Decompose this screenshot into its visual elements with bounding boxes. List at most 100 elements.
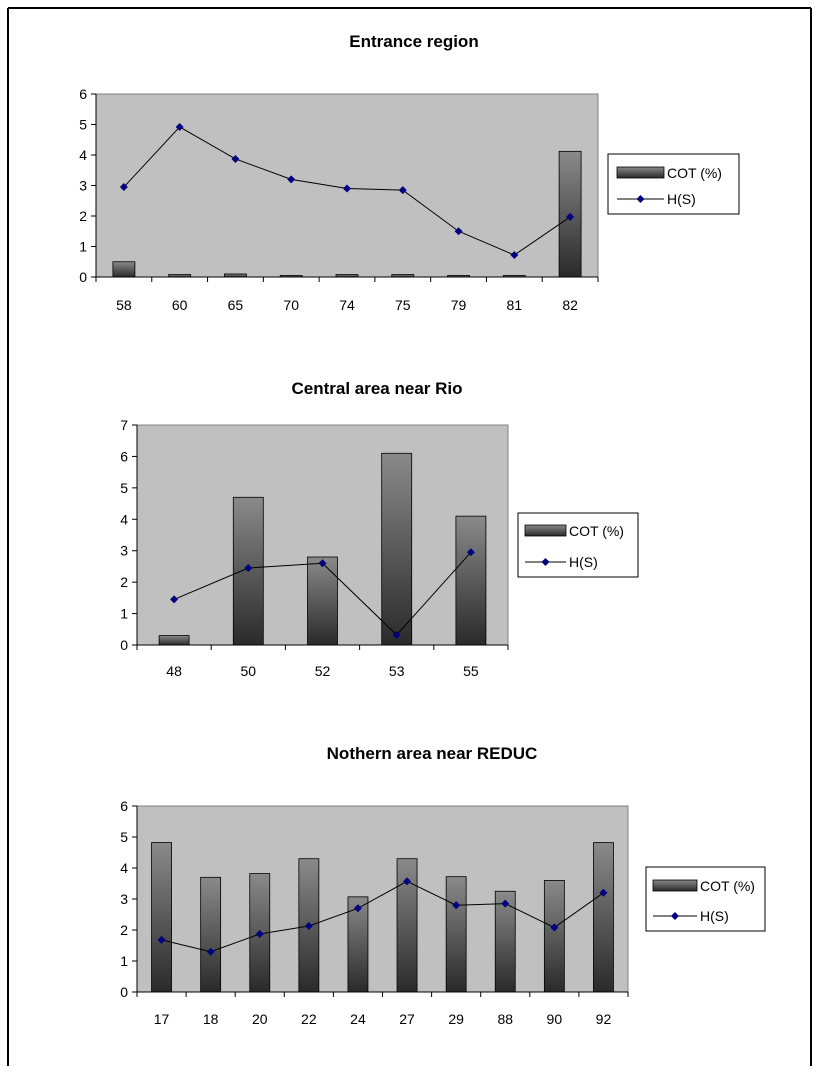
bar xyxy=(200,876,222,993)
line-marker xyxy=(170,595,179,604)
y-tick-label: 6 xyxy=(120,798,128,814)
line-marker xyxy=(206,947,215,956)
line-marker xyxy=(304,921,313,930)
x-tick-label: 22 xyxy=(301,1011,317,1027)
y-tick-label: 2 xyxy=(79,208,87,224)
bar xyxy=(307,556,338,646)
line-marker xyxy=(599,888,608,897)
y-tick-label: 2 xyxy=(120,922,128,938)
legend-swatch-marker xyxy=(541,558,550,566)
x-tick-label: 70 xyxy=(283,297,299,313)
line-marker xyxy=(510,251,519,260)
y-tick-label: 4 xyxy=(79,147,87,163)
y-tick-label: 5 xyxy=(79,117,87,133)
chart-plot-area: 0 1 2 3 4 5 6 17 18 20 22 24 27 29 88 90 92 xyxy=(120,798,629,1027)
bar xyxy=(112,261,136,278)
x-tick-label: 58 xyxy=(116,297,132,313)
y-tick-label: 4 xyxy=(120,860,128,876)
legend-swatch-bar xyxy=(652,879,698,892)
y-tick-label: 3 xyxy=(79,178,87,194)
legend-swatch-bar xyxy=(524,524,567,537)
x-tick-label: 74 xyxy=(339,297,355,313)
legend-swatch-marker xyxy=(636,195,645,203)
bar xyxy=(381,452,413,646)
x-tick-label: 90 xyxy=(547,1011,563,1027)
legend-label-cot: COT (%) xyxy=(667,165,722,181)
legend-swatch-marker xyxy=(671,912,679,920)
x-tick-label: 18 xyxy=(203,1011,219,1027)
x-tick-label: 24 xyxy=(350,1011,366,1027)
x-tick-label: 48 xyxy=(166,663,182,679)
line-marker xyxy=(566,212,575,221)
line-marker xyxy=(398,186,407,195)
x-tick-label: 17 xyxy=(154,1011,170,1027)
line-marker xyxy=(175,122,184,131)
x-tick-label: 82 xyxy=(562,297,578,313)
bar xyxy=(445,876,467,993)
line-marker xyxy=(231,154,240,163)
y-tick-label: 1 xyxy=(79,239,87,255)
bar xyxy=(593,842,614,993)
bar xyxy=(543,880,565,993)
x-tick-label: 79 xyxy=(451,297,467,313)
x-tick-label: 50 xyxy=(241,663,257,679)
chart-title: Central area near Rio xyxy=(291,379,462,398)
y-tick-label: 6 xyxy=(120,448,128,464)
line-marker xyxy=(392,630,401,639)
y-tick-label: 1 xyxy=(120,606,128,622)
y-tick-label: 0 xyxy=(120,637,128,653)
series-line xyxy=(161,880,604,953)
legend-label-hs: H(S) xyxy=(667,191,696,207)
y-tick-label: 1 xyxy=(120,953,128,969)
line-marker xyxy=(403,877,412,886)
chart-title: Nothern area near REDUC xyxy=(327,744,538,763)
legend-box xyxy=(607,153,740,215)
y-tick-label: 0 xyxy=(120,984,128,1000)
line-marker xyxy=(501,899,510,908)
x-tick-label: 60 xyxy=(172,297,188,313)
x-tick-label: 65 xyxy=(228,297,244,313)
x-tick-label: 88 xyxy=(497,1011,513,1027)
chart-central-area-near-rio: Central area near Rio 0 1 2 3 4 5 6 7 48 50 52 53 55… xyxy=(120,379,639,679)
y-tick-label: 6 xyxy=(79,86,87,102)
line-marker xyxy=(157,935,166,944)
line-marker xyxy=(550,923,559,932)
bar xyxy=(158,635,190,646)
x-tick-label: 55 xyxy=(463,663,479,679)
chart-northern-area-near-reduc: Nothern area near REDUC 0 1 2 3 4 5 6 17 18 20 22 2… xyxy=(120,744,766,1027)
line-marker xyxy=(287,175,296,184)
line-marker xyxy=(452,901,461,910)
x-tick-label: 53 xyxy=(389,663,405,679)
y-tick-label: 7 xyxy=(120,417,128,433)
line-marker xyxy=(244,564,253,572)
y-tick-label: 5 xyxy=(120,829,128,845)
legend-label-hs: H(S) xyxy=(569,554,598,570)
x-tick-label: 75 xyxy=(395,297,411,313)
y-tick-label: 0 xyxy=(79,269,87,285)
y-tick-label: 3 xyxy=(120,891,128,907)
y-tick-label: 3 xyxy=(120,543,128,559)
bar xyxy=(455,515,487,646)
bar xyxy=(151,842,172,993)
x-tick-label: 92 xyxy=(596,1011,612,1027)
line-marker xyxy=(353,904,362,913)
y-tick-label: 5 xyxy=(120,480,128,496)
line-marker xyxy=(454,227,463,236)
x-tick-label: 20 xyxy=(252,1011,268,1027)
legend-label-cot: COT (%) xyxy=(700,878,755,894)
line-marker xyxy=(466,548,475,557)
chart-plot-area: 0 1 2 3 4 5 6 7 48 50 52 53 55 xyxy=(120,417,509,679)
legend: COT (%) H(S) xyxy=(517,512,639,578)
line-marker xyxy=(119,183,128,192)
legend: COT (%) H(S) xyxy=(607,153,740,215)
x-tick-label: 52 xyxy=(315,663,331,679)
line-marker xyxy=(318,559,327,568)
legend-label-cot: COT (%) xyxy=(569,523,624,539)
x-tick-label: 81 xyxy=(507,297,523,313)
line-marker xyxy=(343,184,351,193)
legend-box xyxy=(517,512,639,578)
line-marker xyxy=(255,930,264,939)
